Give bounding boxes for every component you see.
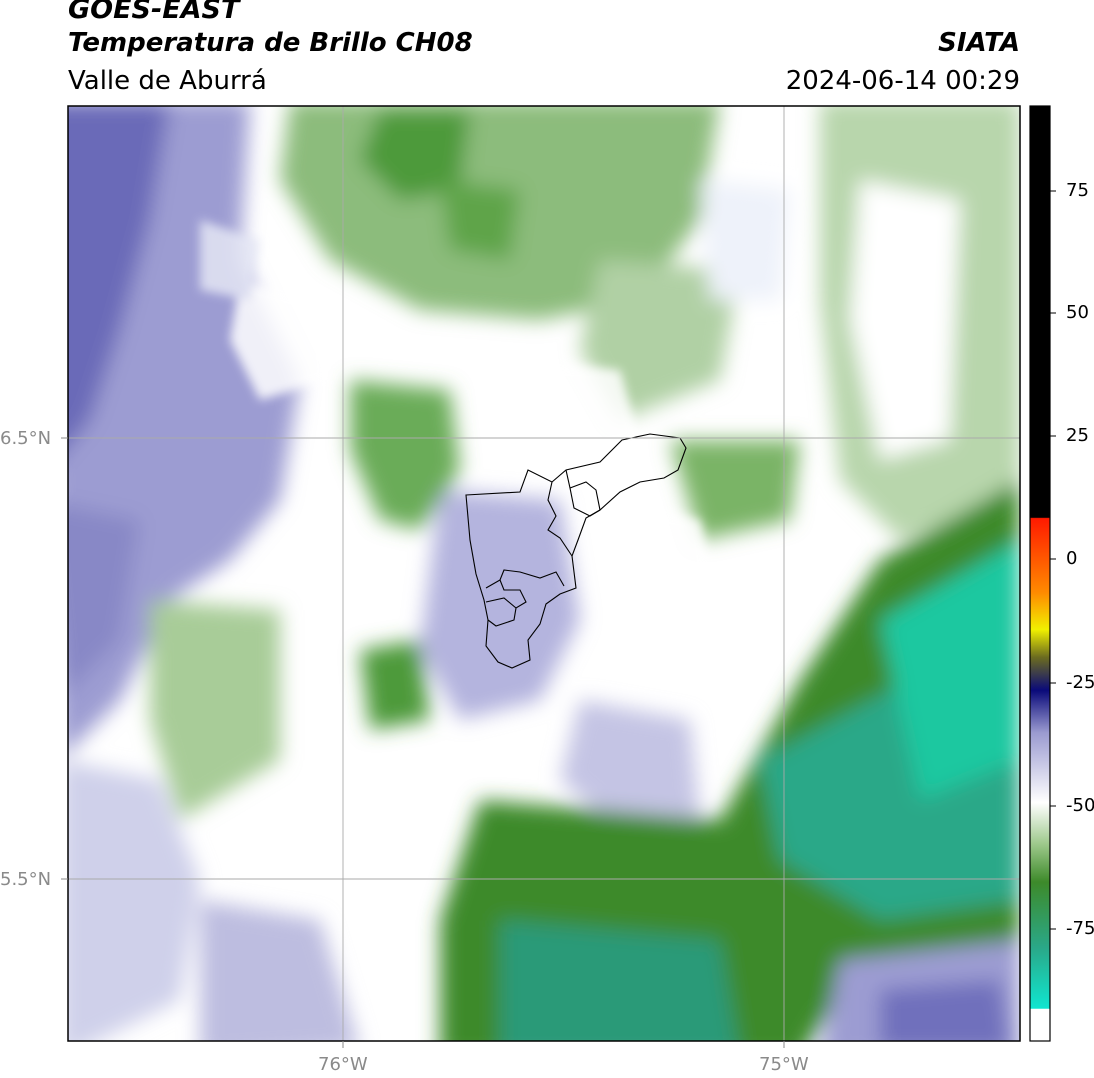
region-subtitle: Valle de Aburrá xyxy=(68,66,267,96)
map-frame xyxy=(67,105,1021,1042)
lon-label-76: 76°W xyxy=(318,1054,368,1075)
colorbar-tick-minus50: -50 xyxy=(1066,795,1094,816)
agency-label: SIATA xyxy=(938,28,1020,58)
colorbar-tick-minus25: -25 xyxy=(1066,672,1094,693)
colorbar-tick-minus75: -75 xyxy=(1066,918,1094,939)
datetime-label: 2024-06-14 00:29 xyxy=(785,66,1020,96)
satellite-title: GOES-EAST xyxy=(68,0,240,25)
colorbar-tick-75: 75 xyxy=(1066,180,1089,201)
axis-ticks xyxy=(61,437,785,1048)
graticule xyxy=(68,106,1020,1041)
colorbar-tick-25: 25 xyxy=(1066,425,1089,446)
brightness-temperature-field xyxy=(68,106,1020,1041)
valle-aburra-boundaries xyxy=(465,433,687,669)
product-title: Temperatura de Brillo CH08 xyxy=(68,28,473,58)
lat-label-5-5: 5.5°N xyxy=(0,869,52,890)
colorbar xyxy=(1030,106,1050,1041)
colorbar-tick-50: 50 xyxy=(1066,302,1089,323)
lat-label-6-5: 6.5°N xyxy=(0,428,52,449)
lon-label-75: 75°W xyxy=(759,1054,809,1075)
colorbar-tick-0: 0 xyxy=(1066,548,1078,569)
colorbar-ticks xyxy=(1050,190,1056,930)
